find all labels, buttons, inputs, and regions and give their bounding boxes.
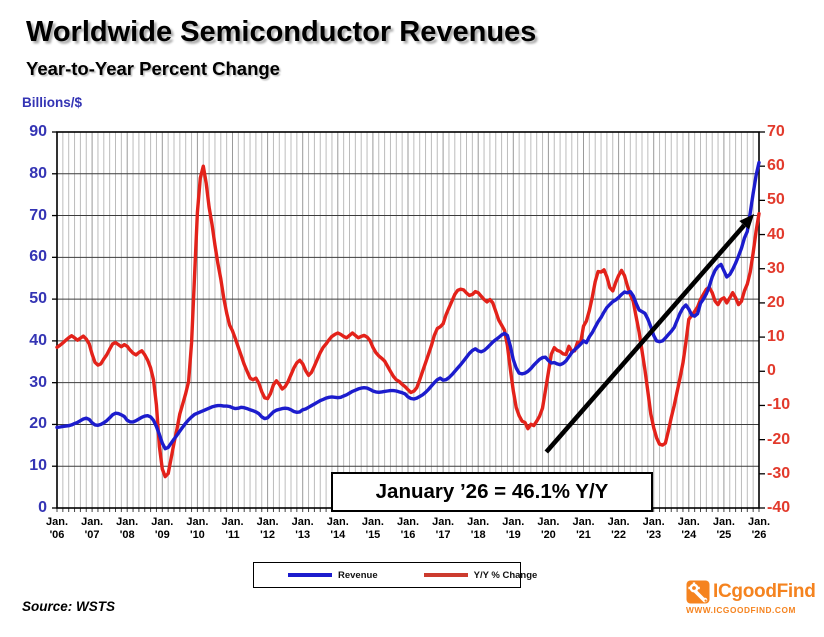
data-series [55, 160, 761, 479]
x-tick-label: Jan. '14 [326, 516, 349, 541]
left-axis-title: Billions/$ [22, 95, 83, 110]
x-tick-label: Jan. '25 [712, 516, 735, 541]
logo-url: WWW.ICGOODFIND.COM [686, 605, 796, 615]
right-axis-tick-label: -20 [767, 430, 791, 448]
legend: Revenue Y/Y % Change [253, 562, 537, 588]
left-axis-tick-label: 50 [29, 290, 47, 308]
right-axis-tick-label: 70 [767, 123, 785, 140]
x-tick-label: Jan. '06 [45, 516, 68, 541]
x-tick-label: Jan. '18 [467, 516, 490, 541]
right-axis-tick-label: 10 [767, 328, 785, 346]
left-axis-tick-label: 10 [29, 457, 47, 475]
logo-wrench-icon [686, 580, 710, 604]
chart-subtitle: Year-to-Year Percent Change [26, 58, 280, 79]
x-tick-label: Jan. '19 [502, 516, 525, 541]
series-line-revenue [55, 160, 761, 451]
right-axis-tick-label: 20 [767, 293, 785, 311]
right-axis-tick-label: -10 [767, 396, 791, 414]
x-tick-label: Jan. '13 [291, 516, 314, 541]
right-axis-tick-label: 30 [767, 259, 785, 277]
x-tick-label: Jan. '22 [607, 516, 630, 541]
gridlines [52, 131, 765, 512]
right-axis-tick-label: 60 [767, 157, 785, 175]
x-tick-label: Jan. '12 [256, 516, 279, 541]
x-tick-label: Jan. '17 [432, 516, 455, 541]
x-tick-label: Jan. '10 [186, 516, 209, 541]
x-tick-label: Jan. '15 [361, 516, 384, 541]
legend-label: Revenue [338, 569, 378, 581]
left-axis-tick-label: 0 [38, 499, 47, 516]
legend-entry-yoy-change: Y/Y % Change [423, 569, 538, 581]
left-axis-tick-label: 80 [29, 164, 47, 182]
source-note: Source: WSTS [22, 599, 116, 614]
left-axis-tick-label: 90 [29, 123, 47, 140]
x-tick-label: Jan. '20 [537, 516, 560, 541]
x-tick-label: Jan. '11 [221, 516, 244, 541]
x-tick-label: Jan. '21 [572, 516, 595, 541]
x-tick-label: Jan. '16 [396, 516, 419, 541]
x-tick-label: Jan. '26 [747, 516, 770, 541]
right-axis-tick-label: -40 [767, 499, 791, 516]
legend-line-swatch [423, 573, 468, 577]
x-tick-label: Jan. '07 [81, 516, 104, 541]
right-axis-tick-label: 50 [767, 191, 785, 209]
legend-entry-revenue: Revenue [288, 570, 378, 581]
left-axis-tick-label: 70 [29, 206, 47, 224]
annotation-callout: January ’26 = 46.1% Y/Y [331, 472, 653, 512]
trend-arrow [544, 213, 755, 454]
right-axis-tick-label: -30 [767, 464, 791, 482]
x-tick-label: Jan. '09 [151, 516, 174, 541]
annotation-text: January ’26 = 46.1% Y/Y [375, 480, 609, 503]
legend-label: Y/Y % Change [473, 569, 538, 581]
right-axis-tick-label: 40 [767, 225, 785, 243]
legend-line-swatch [288, 573, 332, 577]
logo: ICgoodFind WWW.ICGOODFIND.COM [686, 580, 824, 615]
left-axis-tick-label: 30 [29, 373, 47, 391]
x-tick-label: Jan. '23 [642, 516, 665, 541]
x-tick-label: Jan. '08 [116, 516, 139, 541]
series-line-yoy-change [55, 164, 761, 479]
logo-text: ICgoodFind [713, 581, 816, 602]
left-axis-tick-label: 20 [29, 415, 47, 433]
chart-title: Worldwide Semiconductor Revenues [26, 16, 537, 48]
left-axis-tick-label: 60 [29, 248, 47, 266]
left-axis-tick-label: 40 [29, 331, 47, 349]
right-axis-tick-label: 0 [767, 362, 776, 380]
x-tick-label: Jan. '24 [677, 516, 700, 541]
